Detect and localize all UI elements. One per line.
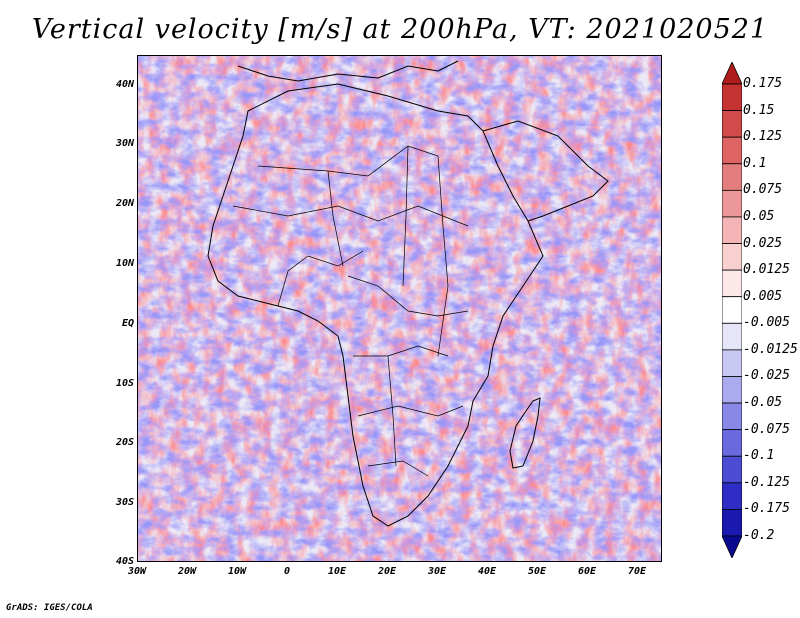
- colorbar-label: -0.1: [743, 448, 775, 464]
- madagascar-coastline: [509, 397, 541, 469]
- colorbar-label: -0.0125: [743, 341, 798, 357]
- colorbar-box: [722, 429, 742, 457]
- colorbar-label: -0.05: [743, 395, 783, 411]
- map-panel: [137, 55, 662, 562]
- colorbar-label: 0.025: [743, 235, 783, 251]
- colorbar-label: 0.0125: [743, 262, 790, 278]
- colorbar-box: [722, 243, 742, 271]
- colorbar-box: [722, 269, 742, 298]
- colorbar-box: [722, 455, 742, 484]
- lat-label-10s: 10S: [115, 378, 134, 389]
- lat-label-10n: 10N: [115, 258, 134, 269]
- lon-label-30w: 30W: [127, 566, 147, 577]
- lon-label-20e: 20E: [377, 566, 397, 577]
- colorbar-box: [722, 136, 742, 165]
- africa-coastline: [207, 83, 544, 527]
- field-noise: [138, 56, 661, 561]
- colorbar-box: [722, 402, 742, 431]
- map-title: Vertical velocity [m/s] at 200hPa, VT: 2…: [31, 14, 769, 45]
- colorbar-label: -0.175: [743, 501, 790, 517]
- arabia-coastline: [482, 120, 609, 222]
- colorbar-label: 0.175: [743, 76, 783, 91]
- lon-label-40e: 40E: [477, 566, 497, 577]
- colorbar-label: -0.005: [743, 315, 790, 331]
- lat-label-20n: 20N: [115, 198, 134, 209]
- lon-label-70e: 70E: [627, 566, 647, 577]
- europe-coastline: [237, 60, 459, 82]
- lon-label-50e: 50E: [527, 566, 547, 577]
- lon-label-10e: 10E: [327, 566, 347, 577]
- country-borders: [232, 145, 469, 477]
- colorbar-box: [722, 482, 742, 510]
- lon-label-30e: 30E: [427, 566, 447, 577]
- lat-label-30s: 30S: [115, 497, 134, 508]
- lat-label-eq: EQ: [121, 318, 134, 329]
- colorbar: [722, 62, 742, 558]
- colorbar-label: -0.025: [743, 368, 790, 384]
- colorbar-box: [722, 83, 742, 111]
- lat-label-40n: 40N: [115, 79, 134, 90]
- colorbar-box: [722, 110, 742, 138]
- colorbar-box: [722, 163, 742, 191]
- colorbar-box: [722, 216, 742, 244]
- velocity-field: [138, 56, 661, 561]
- colorbar-box: [722, 296, 742, 324]
- grads-credit: GrADS: IGES/COLA: [6, 603, 93, 613]
- lon-label-10w: 10W: [227, 566, 247, 577]
- lat-label-30n: 30N: [115, 138, 134, 149]
- colorbar-box: [722, 322, 742, 351]
- colorbar-label: 0.1: [743, 155, 767, 171]
- lon-label-60e: 60E: [577, 566, 597, 577]
- colorbar-label: 0.075: [743, 182, 783, 198]
- colorbar-box: [722, 349, 742, 377]
- colorbar-box: [722, 376, 742, 404]
- colorbar-top-arrow: [722, 62, 742, 85]
- colorbar-box: [722, 189, 742, 218]
- colorbar-label: 0.125: [743, 129, 783, 145]
- colorbar-label: 0.05: [743, 208, 775, 224]
- colorbar-label: -0.125: [743, 474, 790, 490]
- colorbar-label: 0.005: [743, 288, 783, 304]
- lat-label-20s: 20S: [115, 437, 134, 448]
- lon-label-20w: 20W: [177, 566, 197, 577]
- colorbar-bottom-arrow: [722, 535, 742, 558]
- lat-label-40s: 40S: [115, 556, 134, 567]
- lon-label-0: 0: [283, 566, 291, 577]
- colorbar-label: 0.15: [743, 102, 775, 118]
- colorbar-label: -0.075: [743, 421, 790, 437]
- colorbar-label: -0.2: [743, 528, 775, 543]
- colorbar-box: [722, 509, 742, 537]
